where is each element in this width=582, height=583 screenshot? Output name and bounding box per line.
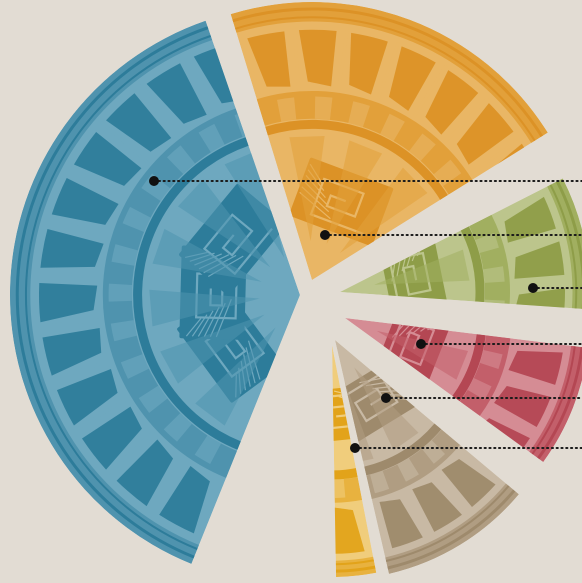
pie-slice-orange — [230, 1, 548, 280]
leader-layer — [149, 176, 582, 453]
leader-dot-olive — [528, 283, 538, 293]
leader-dot-taupe — [381, 393, 391, 403]
leader-line-olive — [528, 283, 582, 293]
leader-dot-blue — [149, 176, 159, 186]
leader-line-blue — [149, 176, 582, 186]
leader-dot-gold — [350, 443, 360, 453]
leader-dot-orange — [320, 230, 330, 240]
leader-dot-red — [416, 339, 426, 349]
leader-line-taupe — [381, 393, 582, 403]
leader-line-gold — [350, 443, 582, 453]
leader-line-red — [416, 339, 582, 349]
wedge-layer — [10, 1, 582, 577]
pie-slice-blue — [10, 20, 300, 564]
leader-line-orange — [320, 230, 582, 240]
